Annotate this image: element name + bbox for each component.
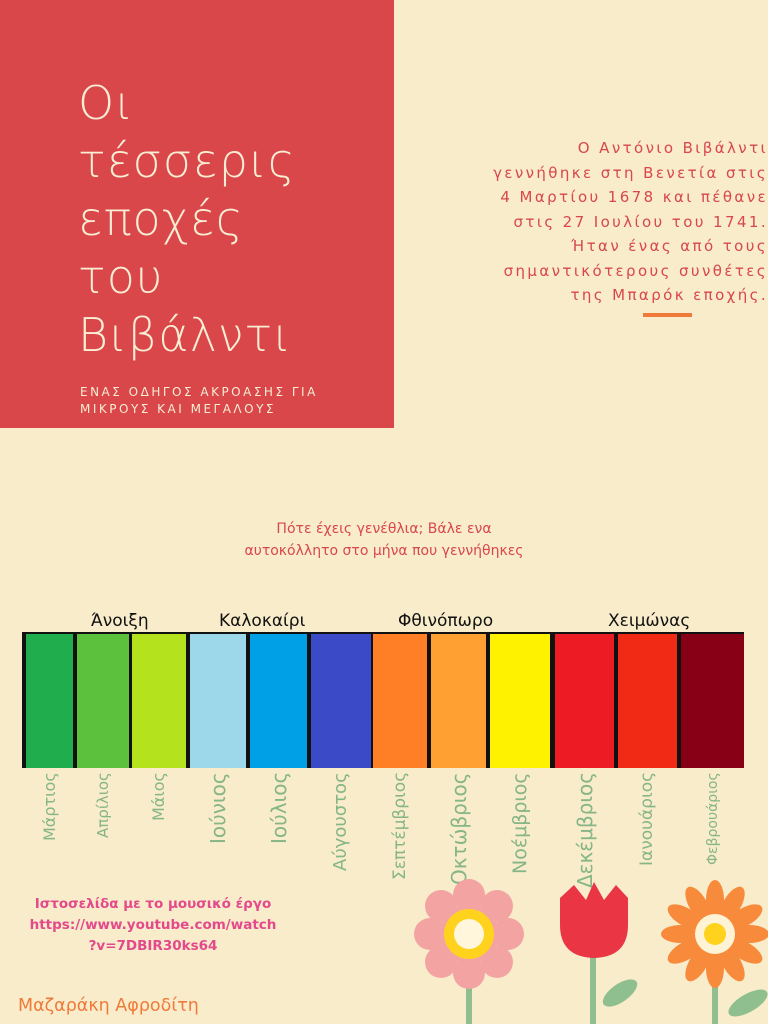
month-bar-3[interactable] xyxy=(132,634,186,768)
month-bar-12[interactable] xyxy=(681,634,744,768)
birthday-prompt: Πότε έχεις γενέθλια; Βάλε ενα αυτοκόλλητ… xyxy=(184,518,584,562)
season-label-summer: Καλοκαίρι xyxy=(219,611,306,631)
title-panel xyxy=(0,0,394,428)
subtitle: ΕΝΑΣ ΟΔΗΓΟΣ ΑΚΡΟΑΣΗΣ ΓΙΑ ΜΙΚΡΟΥΣ ΚΑΙ ΜΕΓ… xyxy=(80,384,370,418)
title-line: τέσσερις xyxy=(78,134,296,188)
prompt-line: αυτοκόλλητο στο μήνα που γεννήθηκες xyxy=(244,543,524,559)
month-bar-5[interactable] xyxy=(250,634,307,768)
bio-line: γεννήθηκε στη Βενετία στις xyxy=(493,163,768,182)
link-label: Ιστοσελίδα με το μουσικό έργο xyxy=(34,896,272,912)
month-bar-10[interactable] xyxy=(555,634,614,768)
title-line: του xyxy=(78,250,164,304)
youtube-link[interactable]: https://www.youtube.com/watch xyxy=(29,917,277,933)
season-label-winter: Χειμώνας xyxy=(608,611,691,631)
title-line: Βιβάλντι xyxy=(78,308,293,362)
author-name: Μαζαράκη Αφροδίτη xyxy=(18,996,199,1016)
month-bar-7[interactable] xyxy=(373,634,427,768)
subtitle-line: ΕΝΑΣ ΟΔΗΓΟΣ ΑΚΡΟΑΣΗΣ ΓΙΑ xyxy=(80,385,318,399)
orange-flower-icon xyxy=(661,880,768,1024)
prompt-line: Πότε έχεις γενέθλια; Βάλε ενα xyxy=(276,521,492,537)
youtube-link-continued[interactable]: ?v=7DBIR30ks64 xyxy=(88,938,218,954)
month-bar-11[interactable] xyxy=(618,634,677,768)
month-bar-6[interactable] xyxy=(311,634,371,768)
season-label-autumn: Φθινόπωρο xyxy=(398,611,494,631)
bio-paragraph: Ο Αντόνιο Βιβάλντι γεννήθηκε στη Βενετία… xyxy=(388,136,768,308)
title-line: Οι xyxy=(78,76,135,130)
title-line: εποχές xyxy=(78,192,244,246)
bio-line: Ήταν ένας από τους xyxy=(571,237,768,255)
bio-line: Ο Αντόνιο Βιβάλντι xyxy=(577,139,768,157)
month-bar-2[interactable] xyxy=(77,634,129,768)
pink-flower-icon xyxy=(414,879,524,1024)
bio-line: σημαντικότερους συνθέτες xyxy=(503,261,768,280)
subtitle-line: ΜΙΚΡΟΥΣ ΚΑΙ ΜΕΓΑΛΟΥΣ xyxy=(80,402,276,416)
bio-line: της Μπαρόκ εποχής. xyxy=(570,286,768,304)
bio-line: στις 27 Ιουλίου του 1741. xyxy=(513,212,768,231)
season-label-spring: Άνοιξη xyxy=(91,611,149,631)
page-title: Οι τέσσερις εποχές του Βιβάλντι xyxy=(78,74,378,364)
month-bar-9[interactable] xyxy=(490,634,550,768)
music-link-block: Ιστοσελίδα με το μουσικό έργο https://ww… xyxy=(18,894,288,957)
month-bar-1[interactable] xyxy=(26,634,73,768)
month-bar-4[interactable] xyxy=(190,634,246,768)
month-bar-8[interactable] xyxy=(431,634,486,768)
bio-line: 4 Μαρτίου 1678 και πέθανε xyxy=(500,188,768,206)
baroque-underline xyxy=(643,313,692,317)
tulip-icon xyxy=(560,882,638,1024)
